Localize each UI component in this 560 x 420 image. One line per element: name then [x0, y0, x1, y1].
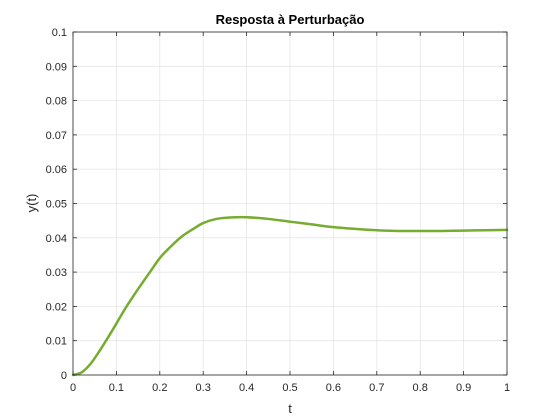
y-tick-label: 0.03	[46, 267, 67, 279]
x-tick-label: 0.2	[152, 382, 167, 394]
y-tick-label: 0.08	[46, 96, 67, 108]
x-tick-label: 0.7	[369, 382, 384, 394]
y-tick-label: 0.02	[46, 301, 67, 313]
y-tick-label: 0.07	[46, 130, 67, 142]
y-axis-label: y(t)	[24, 194, 39, 213]
y-tick-label: 0	[61, 370, 67, 382]
x-tick-label: 0.1	[109, 382, 124, 394]
x-tick-label: 0.3	[196, 382, 211, 394]
x-tick-label: 0.5	[282, 382, 297, 394]
x-tick-labels: 0 0.1 0.2 0.3 0.4 0.5 0.6 0.7 0.8 0.9 1	[70, 382, 510, 394]
x-tick-label: 0	[70, 382, 76, 394]
x-tick-label: 0.9	[456, 382, 471, 394]
y-tick-labels: 0 0.01 0.02 0.03 0.04 0.05 0.06 0.07 0.08 0.09 0.1	[46, 27, 67, 382]
chart-title: Resposta à Perturbação	[216, 12, 365, 27]
y-tick-label: 0.1	[52, 27, 67, 39]
y-tick-label: 0.01	[46, 336, 67, 348]
y-tick-label: 0.06	[46, 164, 67, 176]
x-tick-label: 0.4	[239, 382, 254, 394]
x-tick-label: 0.8	[413, 382, 428, 394]
x-tick-label: 1	[504, 382, 510, 394]
x-axis-label: t	[288, 401, 292, 416]
x-tick-label: 0.6	[326, 382, 341, 394]
y-tick-label: 0.05	[46, 199, 67, 211]
y-tick-label: 0.04	[46, 233, 67, 245]
y-tick-label: 0.09	[46, 61, 67, 73]
